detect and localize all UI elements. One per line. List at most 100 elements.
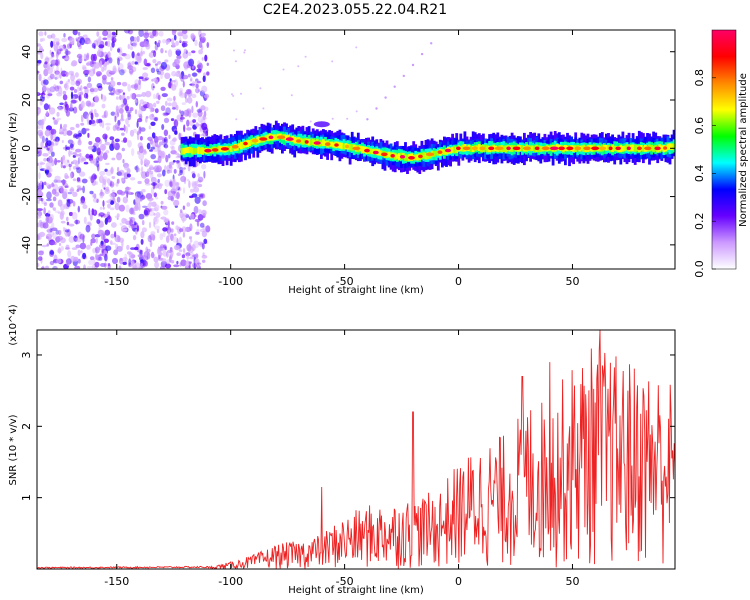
spectrogram-y-tick-label: -20: [20, 188, 33, 206]
ridge-segment: [395, 154, 399, 159]
noise-blob: [65, 258, 71, 267]
noise-blob: [142, 50, 145, 55]
noise-blob: [54, 76, 58, 80]
noise-blob: [139, 259, 145, 263]
noise-blob: [158, 141, 164, 146]
noise-blob: [180, 114, 184, 118]
noise-blob: [138, 103, 142, 111]
noise-blob: [119, 94, 122, 101]
spectrogram-x-tick-label: -50: [336, 275, 354, 288]
noise-blob: [63, 188, 68, 194]
noise-blob: [82, 34, 88, 38]
noise-blob: [142, 254, 146, 261]
colorbar-tick-label: 0.8: [693, 69, 706, 87]
noise-blob: [129, 207, 135, 215]
ridge-segment: [242, 141, 245, 149]
noise-blob: [191, 105, 194, 114]
ridge-segment: [377, 149, 381, 156]
noise-blob: [178, 249, 183, 253]
noise-blob: [167, 220, 170, 228]
noise-blob: [89, 88, 95, 93]
noise-blob: [137, 180, 142, 185]
noise-blob: [125, 126, 128, 134]
noise-blob: [104, 238, 109, 243]
ridge-segment: [580, 145, 584, 151]
noise-blob: [100, 222, 104, 228]
noise-blob: [170, 233, 174, 241]
noise-blob: [51, 222, 55, 230]
noise-blob: [180, 116, 185, 120]
ridge-segment: [521, 145, 524, 152]
noise-blob: [80, 114, 84, 123]
noise-blob: [196, 64, 201, 69]
noise-blob: [124, 186, 132, 191]
noise-blob: [73, 106, 78, 114]
noise-blob: [123, 172, 129, 180]
noise-blob: [80, 196, 86, 204]
noise-blob: [186, 244, 192, 252]
noise-blob: [130, 40, 133, 46]
noise-blob: [37, 208, 43, 212]
ridge-peak: [381, 152, 388, 157]
noise-blob: [63, 83, 68, 89]
noise-blob: [41, 135, 45, 144]
noise-blob: [167, 190, 174, 198]
noise-blob: [99, 143, 107, 151]
noise-blob: [149, 201, 152, 205]
noise-blob: [162, 112, 169, 117]
ridge-peak: [462, 146, 471, 151]
noise-blob: [103, 262, 107, 268]
noise-blob: [80, 122, 85, 126]
snr-y-tick-label: 2: [20, 423, 33, 430]
noise-blob: [156, 68, 160, 73]
ridge-peak: [425, 152, 435, 157]
noise-blob: [183, 124, 186, 133]
noise-blob: [88, 155, 94, 162]
snr-y-tick-label: 1: [20, 494, 33, 501]
noise-blob: [173, 34, 177, 41]
noise-blob: [140, 238, 144, 245]
noise-blob: [101, 94, 107, 102]
noise-blob: [143, 58, 148, 66]
noise-blob: [197, 183, 203, 188]
noise-blob: [158, 39, 161, 44]
noise-blob: [152, 93, 156, 100]
noise-blob: [175, 70, 181, 78]
noise-blob: [55, 179, 63, 183]
noise-blob: [202, 252, 205, 257]
noise-blob: [203, 106, 209, 112]
noise-speck: [233, 49, 235, 52]
noise-blob: [183, 187, 185, 194]
noise-blob: [42, 222, 49, 229]
ridge-segment: [379, 150, 383, 156]
noise-blob: [70, 172, 73, 179]
noise-blob: [134, 83, 138, 91]
noise-blob: [197, 262, 202, 265]
noise-blob: [137, 56, 142, 62]
noise-blob: [175, 245, 181, 251]
noise-blob: [141, 220, 145, 226]
ridge-segment: [504, 145, 508, 153]
noise-blob: [43, 79, 49, 86]
noise-blob: [126, 173, 131, 178]
noise-blob: [48, 107, 56, 115]
noise-blob: [69, 37, 75, 45]
noise-blob: [190, 78, 193, 82]
noise-blob: [134, 36, 137, 42]
noise-blob: [136, 120, 139, 128]
ridge-segment: [404, 154, 407, 161]
noise-blob: [60, 185, 64, 194]
noise-blob: [54, 70, 60, 75]
noise-blob: [137, 129, 141, 136]
noise-blob: [89, 60, 95, 68]
noise-blob: [64, 229, 70, 233]
noise-blob: [153, 221, 156, 227]
noise-blob: [49, 73, 55, 80]
ridge-segment: [414, 154, 418, 161]
ridge-segment: [238, 143, 241, 148]
noise-blob: [67, 79, 71, 82]
noise-blob: [134, 109, 138, 115]
noise-blob: [46, 67, 53, 74]
noise-blob: [37, 59, 42, 64]
noise-blob: [72, 30, 78, 36]
